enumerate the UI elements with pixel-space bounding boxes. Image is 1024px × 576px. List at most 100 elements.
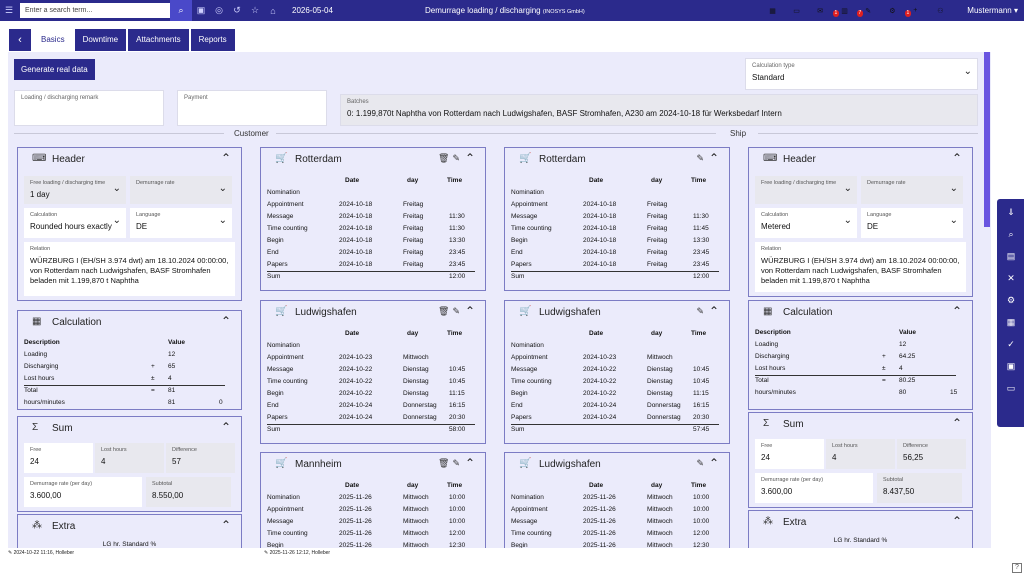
- check-icon[interactable]: ✓: [1007, 339, 1015, 349]
- star-icon[interactable]: ☆: [250, 5, 260, 15]
- zoom-icon[interactable]: ⌕: [1008, 229, 1014, 239]
- ship-sum-demurrage-rate-label: Demurrage rate (per day): [761, 477, 824, 483]
- port-collapse-icon[interactable]: ⌃: [464, 151, 475, 165]
- scan-icon[interactable]: ▦: [769, 7, 776, 15]
- port-sum-value: 58:00: [449, 426, 466, 433]
- ship-sum-demurrage-rate[interactable]: Demurrage rate (per day) 3.600,00: [755, 473, 873, 503]
- scrollbar[interactable]: [984, 52, 990, 227]
- calculator-icon[interactable]: ▦: [1006, 317, 1016, 327]
- settings-icon[interactable]: ⚙: [1006, 295, 1016, 305]
- camera-icon[interactable]: ▣: [196, 5, 206, 15]
- customer-sum-difference-value: 57: [172, 457, 181, 466]
- customer-sum-header[interactable]: Σ Sum ⌃: [18, 417, 241, 441]
- port-header[interactable]: 🛒 Ludwigshafen ✎ ⌃: [505, 453, 729, 477]
- customer-header-collapse-icon[interactable]: ⌃: [220, 151, 231, 165]
- customer-relation-field[interactable]: Relation WÜRZBURG I (EH/SH 3.974 dwt) am …: [24, 242, 235, 296]
- customer-calculation-header[interactable]: ▦ Calculation ⌃: [18, 311, 241, 335]
- port-header[interactable]: 🛒 Ludwigshafen ✎ ⌃: [505, 301, 729, 325]
- search-button[interactable]: ⌕: [170, 0, 192, 21]
- edit-icon[interactable]: ✎: [696, 153, 707, 163]
- cart-icon: 🛒: [275, 458, 288, 469]
- port-collapse-icon[interactable]: ⌃: [464, 456, 475, 470]
- ship-extra-header[interactable]: ⁂ Extra ⌃: [749, 511, 972, 535]
- port-row-day: Mittwoch: [403, 542, 429, 548]
- ship-calculation-collapse-icon[interactable]: ⌃: [951, 304, 962, 318]
- delete-icon[interactable]: 🗑: [438, 153, 453, 163]
- port-row-time: 10:45: [693, 378, 710, 385]
- port-header[interactable]: 🛒 Mannheim 🗑✎ ⌃: [261, 453, 485, 477]
- ship-calculation-header[interactable]: ▦ Calculation ⌃: [749, 301, 972, 325]
- ship-sum-header[interactable]: Σ Sum ⌃: [749, 413, 972, 437]
- search-input[interactable]: Enter a search term...: [20, 3, 170, 18]
- tab-reports[interactable]: Reports: [190, 29, 235, 51]
- port-header[interactable]: 🛒 Rotterdam 🗑✎ ⌃: [261, 148, 485, 172]
- port-header[interactable]: 🛒 Ludwigshafen 🗑✎ ⌃: [261, 301, 485, 325]
- edit-icon[interactable]: ✎: [452, 458, 463, 468]
- payment-field[interactable]: Payment: [177, 90, 327, 126]
- delete-icon[interactable]: 🗑: [438, 306, 453, 316]
- customer-language-select[interactable]: Language DE: [130, 208, 232, 238]
- port-row-date: 2025-11-26: [583, 530, 616, 537]
- ship-sum-free[interactable]: Free 24: [755, 439, 824, 469]
- port-collapse-icon[interactable]: ⌃: [708, 456, 719, 470]
- port-collapse-icon[interactable]: ⌃: [708, 304, 719, 318]
- menu-icon[interactable]: ☰: [4, 5, 14, 15]
- edit-icon[interactable]: ✎: [452, 306, 463, 316]
- save-icon[interactable]: ▤: [1006, 251, 1016, 261]
- tab-attachments[interactable]: Attachments: [128, 29, 189, 51]
- port-row: Begin 2024-10-18 Freitag 13:30: [267, 235, 479, 247]
- home-icon[interactable]: ⌂: [270, 5, 276, 16]
- edit-icon[interactable]: ✎: [696, 306, 707, 316]
- user-settings-icon[interactable]: ⚇: [937, 7, 944, 15]
- ship-header-collapse-icon[interactable]: ⌃: [951, 151, 962, 165]
- port-row-date: 2024-10-22: [583, 390, 617, 397]
- edit-icon[interactable]: ✎: [696, 458, 707, 468]
- calculation-type-select[interactable]: Calculation type Standard: [745, 58, 978, 90]
- customer-sum-free[interactable]: Free 24: [24, 443, 93, 473]
- port-header[interactable]: 🛒 Rotterdam ✎ ⌃: [505, 148, 729, 172]
- globe-icon[interactable]: ◎: [215, 5, 223, 15]
- mail-icon[interactable]: ✉ 1: [817, 7, 840, 17]
- ship-language-select[interactable]: Language DE: [861, 208, 963, 238]
- history-icon[interactable]: ↺: [233, 5, 241, 15]
- download-icon[interactable]: ⇓: [1007, 207, 1015, 217]
- port-row: Appointment 2025-11-26 Mittwoch 10:00: [267, 504, 479, 516]
- calendar-check-icon[interactable]: ▣: [1006, 361, 1016, 371]
- notification-icon[interactable]: ⚙ 1: [889, 7, 912, 17]
- ship-header-header[interactable]: ⌨ Header ⌃: [749, 148, 972, 172]
- ship-relation-field[interactable]: Relation WÜRZBURG I (EH/SH 3.974 dwt) am …: [755, 242, 966, 292]
- help-button[interactable]: ?: [1012, 563, 1022, 573]
- delete-icon[interactable]: 🗑: [438, 458, 453, 468]
- delete-icon[interactable]: ✕: [1007, 273, 1015, 283]
- customer-extra-collapse-icon[interactable]: ⌃: [220, 518, 231, 532]
- remark-field[interactable]: Loading / discharging remark: [14, 90, 164, 126]
- ship-sum-collapse-icon[interactable]: ⌃: [951, 416, 962, 430]
- customer-demurrage-rate-select-label: Demurrage rate: [136, 180, 175, 186]
- tab-basics[interactable]: Basics: [33, 29, 73, 51]
- customer-sum-collapse-icon[interactable]: ⌃: [220, 420, 231, 434]
- customer-sum-demurrage-rate[interactable]: Demurrage rate (per day) 3.600,00: [24, 477, 142, 507]
- add-icon[interactable]: +: [913, 7, 918, 14]
- comment-icon[interactable]: ▭: [1006, 383, 1016, 393]
- edit-icon[interactable]: ✎: [865, 7, 872, 15]
- port-row-day: Freitag: [403, 237, 424, 244]
- customer-calculation-select[interactable]: Calculation Rounded hours exactly: [24, 208, 126, 238]
- customer-calc-value: 65: [168, 363, 176, 370]
- tab-downtime[interactable]: Downtime: [74, 29, 127, 51]
- port-table: Date day Time Nomination Appointment 2024-10-…: [267, 175, 479, 290]
- back-button[interactable]: ‹: [9, 29, 31, 51]
- generate-real-data-button[interactable]: Generate real data: [14, 59, 95, 80]
- edit-icon[interactable]: ✎: [452, 153, 463, 163]
- customer-calculation-collapse-icon[interactable]: ⌃: [220, 314, 231, 328]
- port-row: Message 2025-11-26 Mittwoch 10:00: [511, 516, 723, 528]
- ship-extra-collapse-icon[interactable]: ⌃: [951, 514, 962, 528]
- customer-header-header[interactable]: ⌨ Header ⌃: [18, 148, 241, 172]
- calendar-icon[interactable]: ▥ 7: [841, 7, 864, 17]
- customer-extra-header[interactable]: ⁂ Extra ⌃: [18, 515, 241, 539]
- port-collapse-icon[interactable]: ⌃: [464, 304, 475, 318]
- port-collapse-icon[interactable]: ⌃: [708, 151, 719, 165]
- customer-extra-column: LG hr. Standard %: [102, 541, 157, 548]
- ship-calculation-select[interactable]: Calculation Metered: [755, 208, 857, 238]
- user-menu[interactable]: Mustermann ▾: [967, 6, 1018, 15]
- chat-icon[interactable]: ▭: [793, 7, 800, 15]
